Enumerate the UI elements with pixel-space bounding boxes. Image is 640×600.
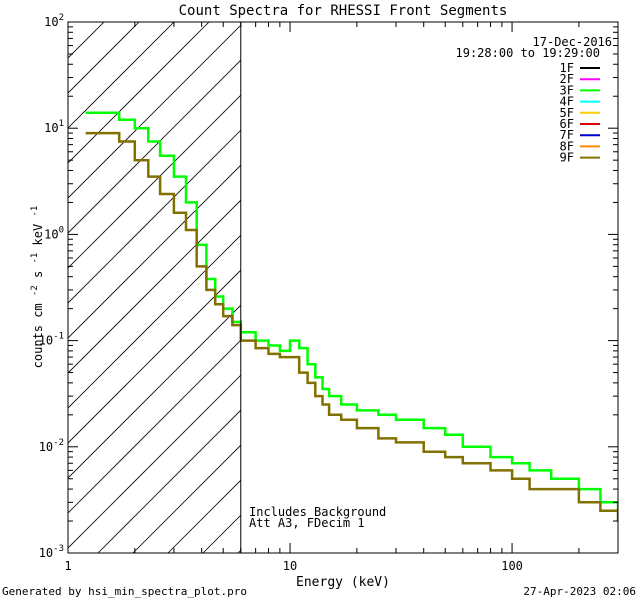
legend-label: 4F: [560, 95, 574, 109]
y-tick-exponent: 2: [59, 13, 64, 23]
y-tick-base: 10: [39, 334, 53, 348]
y-tick-base: 10: [39, 546, 53, 560]
footer-timestamp: 27-Apr-2023 02:06: [523, 585, 636, 598]
y-tick-exponent: -1: [53, 332, 64, 342]
legend-label: 8F: [560, 139, 574, 153]
legend-label: 9F: [560, 151, 574, 165]
y-tick-label: 10-1: [39, 332, 64, 348]
legend-label: 6F: [560, 117, 574, 131]
generated-by: Generated by hsi_min_spectra_plot.pro: [2, 585, 247, 598]
y-axis-label-s: s: [31, 271, 45, 278]
y-axis-label-main: counts cm: [31, 303, 45, 368]
legend-label: 7F: [560, 128, 574, 142]
y-tick-label: 100: [44, 225, 64, 241]
time-range: 19:28:00 to 19:29:00: [456, 46, 601, 60]
x-tick-label: 10: [283, 559, 297, 573]
hatch-line: [0, 0, 103, 553]
hatch-line: [68, 22, 175, 129]
y-axis-label-exp3: -1: [30, 206, 40, 217]
y-tick-base: 10: [44, 15, 58, 29]
series-9F: [85, 131, 618, 521]
annotation-background: Includes Background: [249, 505, 386, 519]
hatch-clear: [240, 22, 618, 553]
y-tick-base: 10: [39, 440, 53, 454]
legend-label: 2F: [560, 72, 574, 86]
y-axis-label: counts cm -2 s -1 keV -1: [26, 206, 45, 369]
y-axis-label-exp1: -2: [30, 285, 40, 296]
chart-title: Count Spectra for RHESSI Front Segments: [179, 3, 508, 19]
hatch-line: [68, 22, 245, 199]
y-tick-label: 10-3: [39, 544, 64, 560]
annotation-attenuator: Att A3, FDecim 1: [249, 516, 365, 530]
y-tick-exponent: -3: [53, 544, 64, 554]
hatch-line: [68, 22, 140, 94]
hatch-line: [68, 22, 105, 59]
y-tick-base: 10: [44, 227, 58, 241]
hatched-region: [0, 0, 618, 553]
series-3F: [85, 111, 618, 511]
y-tick-label: 10-2: [39, 438, 64, 454]
hatch-line: [68, 22, 210, 164]
observation-date: 17-Dec-2016: [533, 35, 612, 49]
y-tick-exponent: -2: [53, 438, 64, 448]
y-tick-base: 10: [44, 121, 58, 135]
legend-label: 3F: [560, 83, 574, 97]
y-axis-label-exp2: -1: [30, 253, 40, 264]
x-tick-label: 1: [64, 559, 71, 573]
y-axis-label-kev: keV: [31, 224, 45, 246]
y-tick-exponent: 1: [59, 119, 64, 129]
y-tick-exponent: 0: [59, 225, 64, 235]
plot-frame: [67, 21, 619, 554]
legend-label: 1F: [560, 61, 574, 75]
x-tick-label: 100: [501, 559, 523, 573]
y-tick-label: 102: [44, 13, 64, 29]
axis-ticks: [67, 21, 619, 554]
x-axis-label: Energy (keV): [296, 575, 390, 590]
y-tick-label: 101: [44, 119, 64, 135]
legend-label: 5F: [560, 106, 574, 120]
